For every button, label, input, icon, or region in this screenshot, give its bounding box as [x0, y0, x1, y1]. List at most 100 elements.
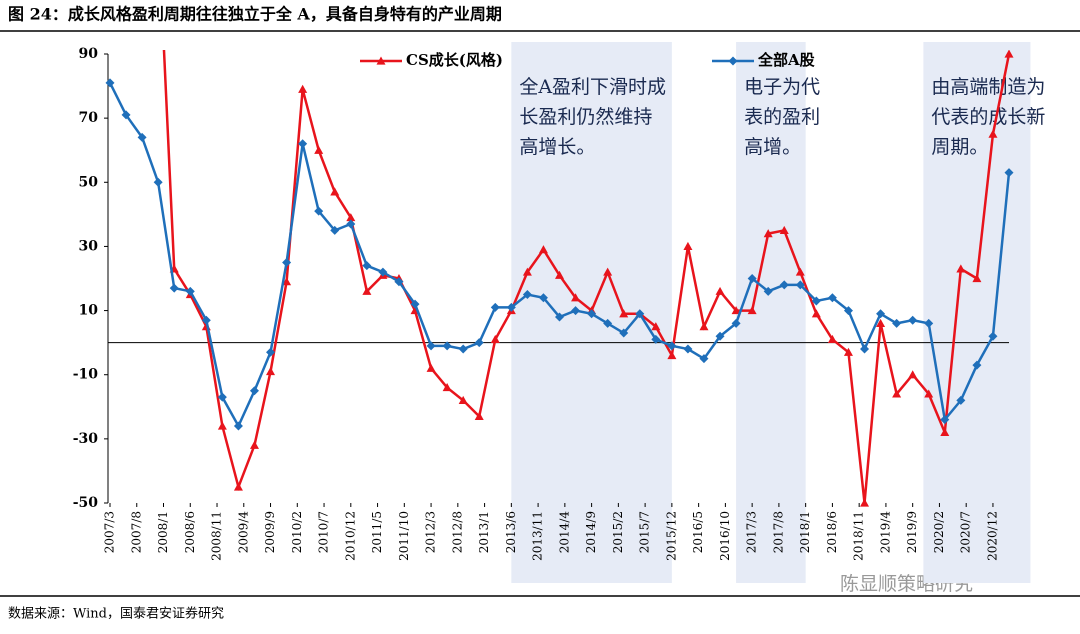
point-marker [426, 341, 436, 351]
x-tick-label: 2012/3 [424, 511, 438, 553]
point-marker [346, 213, 356, 222]
point-marker [426, 363, 436, 372]
x-tick-label: 2018/6 [825, 511, 839, 553]
y-tick-label: 50 [79, 174, 99, 190]
point-marker [892, 389, 902, 398]
point-marker [233, 482, 243, 491]
point-marker [362, 261, 372, 271]
point-marker [747, 306, 757, 315]
shaded-period [923, 42, 1031, 583]
y-tick-label: 70 [79, 110, 99, 126]
point-marker [619, 328, 629, 338]
x-tick-label: 2013/6 [504, 511, 518, 553]
x-tick-label: 2020/12 [985, 511, 999, 561]
point-marker [892, 318, 902, 328]
point-marker [619, 309, 629, 318]
point-marker [940, 415, 950, 425]
point-marker [763, 229, 773, 238]
point-marker [940, 427, 950, 437]
point-marker [956, 395, 966, 405]
point-marker [972, 360, 982, 370]
point-marker [458, 395, 468, 404]
x-tick-label: 2012/8 [450, 511, 464, 553]
point-marker [635, 309, 645, 319]
point-marker [908, 370, 918, 379]
point-marker [603, 318, 613, 328]
x-tick-label: 2011/5 [370, 511, 384, 553]
point-marker [362, 286, 372, 295]
point-marker [699, 322, 709, 331]
plot-area [105, 50, 1014, 507]
point-marker [795, 280, 805, 290]
point-marker [442, 383, 452, 392]
point-marker [282, 277, 292, 286]
point-marker [217, 392, 227, 402]
x-tick-label: 2016/5 [691, 511, 705, 553]
point-marker [458, 344, 468, 354]
x-tick-label: 2009/4 [236, 511, 250, 554]
x-tick-label: 2016/10 [718, 511, 732, 561]
point-marker [394, 277, 404, 287]
point-marker [843, 306, 853, 316]
point-marker [908, 315, 918, 325]
point-marker [651, 322, 661, 331]
point-marker [651, 334, 661, 344]
y-tick-label: -30 [73, 431, 99, 447]
point-marker [731, 318, 741, 328]
point-marker [827, 293, 837, 303]
legend-label: 全部A股 [757, 51, 816, 69]
point-marker [699, 354, 709, 364]
point-marker [105, 78, 115, 88]
x-tick-label: 2008/11 [210, 511, 224, 561]
annotation: 周期。 [931, 136, 988, 158]
point-marker [217, 421, 227, 430]
annotation: 代表的成长新 [931, 106, 1045, 128]
point-marker [683, 241, 693, 251]
y-tick-label: 10 [79, 303, 99, 319]
x-tick-label: 2015/7 [638, 511, 652, 553]
point-marker [410, 299, 420, 309]
point-marker [667, 341, 677, 351]
point-marker [506, 302, 516, 312]
point-marker [715, 286, 725, 295]
point-marker [988, 331, 998, 341]
point-marker [538, 245, 548, 254]
x-tick-label: 2017/8 [771, 511, 785, 553]
x-tick-label: 2018/1 [798, 511, 812, 553]
point-marker [298, 139, 308, 149]
annotation: 长盈利仍然维持 [519, 106, 652, 128]
point-marker [956, 264, 966, 273]
point-marker [538, 293, 548, 303]
chart-title: 图 24：成长风格盈利周期往往独立于全 A，具备自身特有的产业周期 [8, 5, 502, 24]
point-marker [715, 331, 725, 341]
x-tick-label: 2007/3 [103, 511, 117, 553]
annotation: 全A盈利下滑时成 [519, 76, 666, 98]
x-tick-label: 2019/9 [905, 511, 919, 553]
point-marker [169, 283, 179, 293]
x-tick-label: 2014/4 [557, 511, 571, 554]
point-marker [924, 389, 934, 398]
point-marker [266, 367, 276, 376]
point-marker [555, 312, 564, 322]
point-marker [185, 286, 195, 296]
point-marker [490, 302, 500, 312]
x-tick-label: 2015/2 [611, 511, 625, 553]
point-marker [860, 498, 870, 507]
point-marker [522, 267, 532, 276]
x-tick-label: 2010/2 [290, 511, 304, 553]
x-tick-label: 2008/1 [156, 511, 170, 553]
x-tick-label: 2020/2 [932, 511, 946, 553]
point-marker [747, 274, 757, 283]
point-marker [249, 440, 259, 449]
point-marker [603, 267, 613, 276]
annotation: 表的盈利 [744, 106, 820, 128]
x-tick-label: 2013/11 [531, 511, 545, 561]
point-marker [876, 318, 886, 327]
point-marker [876, 309, 886, 319]
point-marker [763, 286, 773, 296]
point-marker [924, 318, 934, 328]
point-marker [298, 84, 308, 93]
point-marker [827, 334, 837, 344]
source: 数据来源：Wind，国泰君安证券研究 [8, 606, 224, 622]
